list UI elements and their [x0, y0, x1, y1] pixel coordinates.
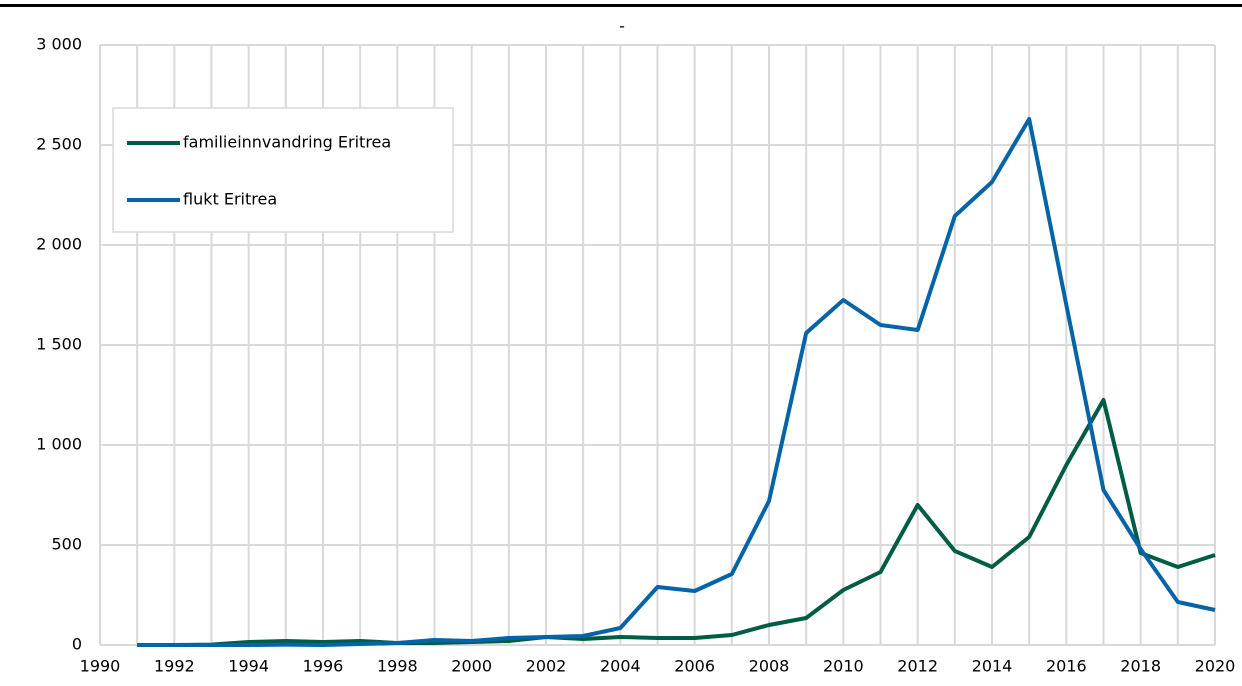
- series-line: [137, 117, 1216, 647]
- legend-label: flukt Eritrea: [183, 190, 277, 209]
- series-line: [137, 398, 1216, 647]
- x-tick-label: 2006: [674, 657, 715, 676]
- x-tick-label: 1992: [154, 657, 195, 676]
- legend-label: familieinnvandring Eritrea: [183, 133, 391, 152]
- x-tick-label: 2004: [600, 657, 641, 676]
- y-tick-label: 3 000: [36, 35, 82, 54]
- x-tick-label: 2016: [1046, 657, 1087, 676]
- x-tick-label: 1996: [303, 657, 344, 676]
- top-rule: [0, 4, 1242, 7]
- x-tick-label: 2000: [451, 657, 492, 676]
- x-tick-label: 1998: [377, 657, 418, 676]
- x-tick-label: 1994: [228, 657, 269, 676]
- x-tick-label: 2018: [1120, 657, 1161, 676]
- x-tick-label: 2008: [749, 657, 790, 676]
- legend: familieinnvandring Eritrea flukt Eritrea: [112, 107, 454, 233]
- y-tick-label: 1 500: [36, 335, 82, 354]
- x-tick-label: 2020: [1195, 657, 1236, 676]
- y-tick-label: 500: [51, 535, 82, 554]
- legend-box: [112, 107, 454, 233]
- x-tick-label: 2012: [897, 657, 938, 676]
- y-tick-label: 2 000: [36, 235, 82, 254]
- y-tick-label: 0: [72, 635, 82, 654]
- x-tick-label: 2002: [526, 657, 567, 676]
- chart-title: -: [619, 17, 625, 36]
- x-tick-label: 1990: [80, 657, 121, 676]
- x-tick-label: 2014: [972, 657, 1013, 676]
- y-tick-label: 2 500: [36, 135, 82, 154]
- x-tick-label: 2010: [823, 657, 864, 676]
- y-tick-label: 1 000: [36, 435, 82, 454]
